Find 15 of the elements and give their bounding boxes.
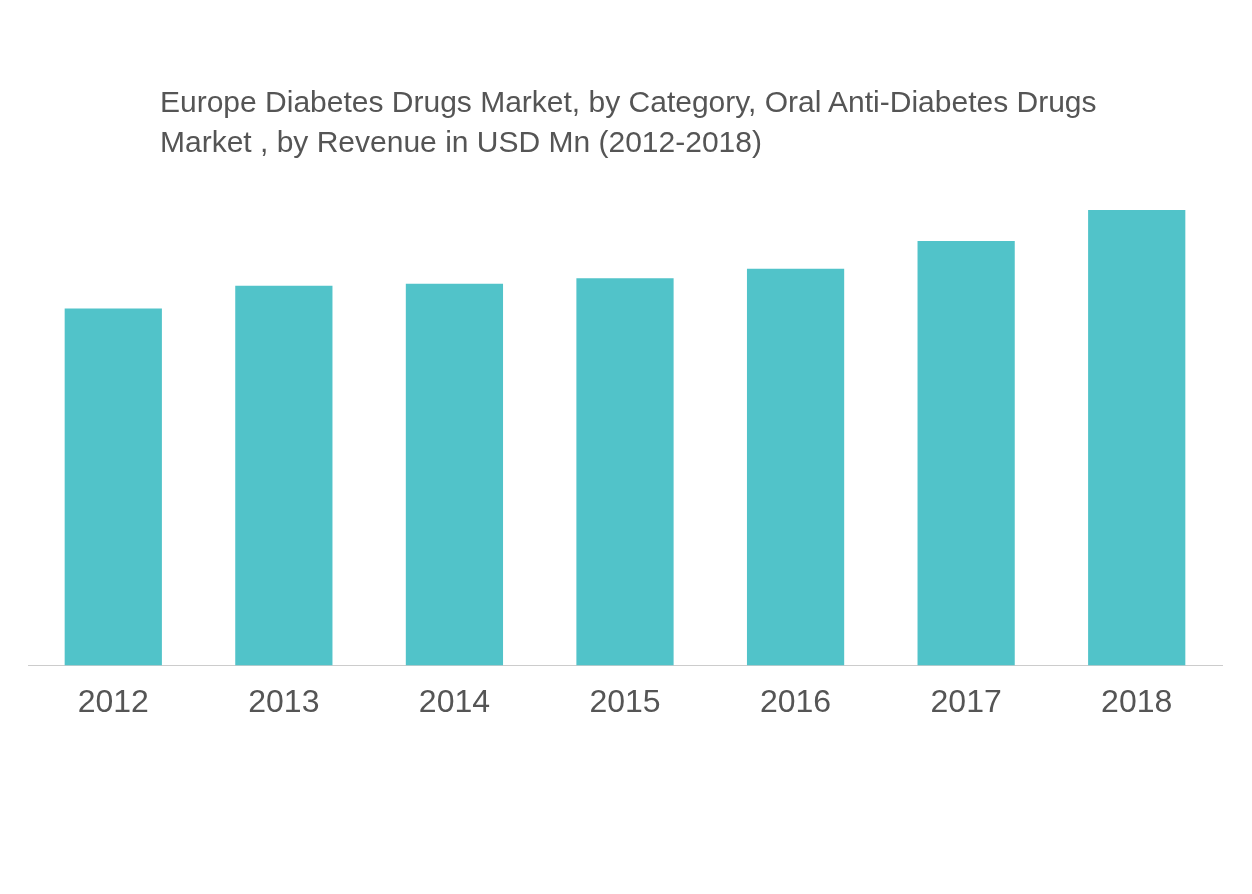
bar	[746, 268, 845, 666]
bar	[576, 278, 674, 666]
x-tick-label: 2018	[1101, 682, 1173, 719]
x-tick-label: 2017	[930, 682, 1002, 719]
chart-title: Europe Diabetes Drugs Market, by Category, Oral Anti-Diabetes Drugs Market , by Revenue in USD Mn (2012-2018)	[160, 84, 1098, 160]
x-tick-label: 2016	[759, 682, 832, 719]
bar	[1088, 210, 1186, 666]
x-tick-label: 2012	[77, 682, 149, 719]
x-tick-label: 2013	[248, 682, 320, 719]
bar	[235, 285, 333, 666]
x-tick-label: 2014	[418, 682, 491, 719]
bar	[917, 240, 1015, 666]
bar	[405, 283, 504, 666]
bar	[64, 308, 162, 666]
x-tick-label: 2015	[589, 682, 661, 719]
